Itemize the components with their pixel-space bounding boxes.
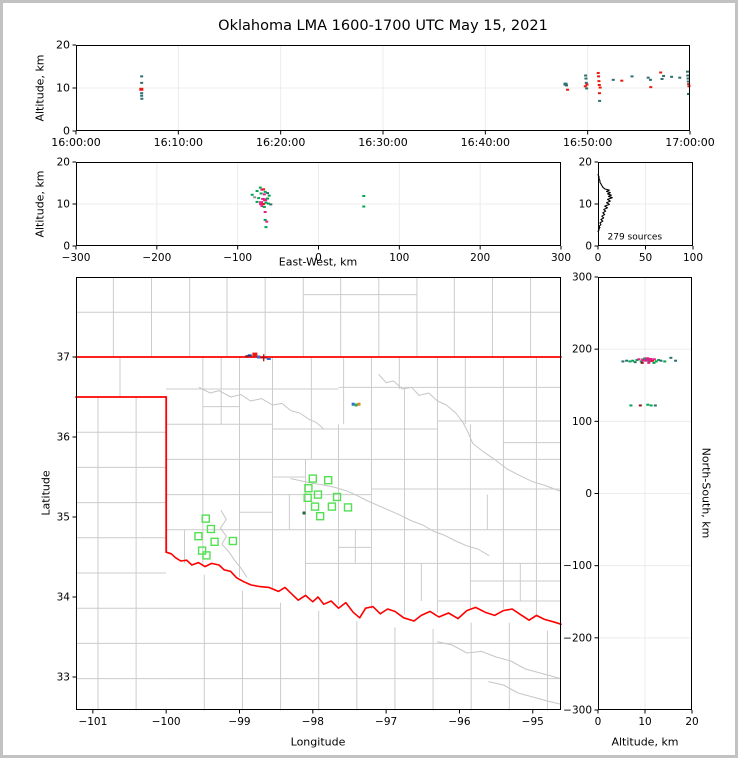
svg-text:200: 200 [572,344,592,356]
svg-text:100: 100 [683,252,703,264]
svg-text:16:10:00: 16:10:00 [154,136,203,149]
axis-label-altitude-mid: Altitude, km [33,170,47,238]
svg-text:0: 0 [63,241,70,253]
svg-text:0: 0 [63,125,70,138]
axis-label-latitude: Latitude [39,470,53,516]
svg-text:−300: −300 [563,705,592,717]
svg-text:0: 0 [585,488,592,500]
svg-text:−95: −95 [522,716,544,728]
svg-text:16:50:00: 16:50:00 [563,136,612,149]
svg-text:0: 0 [595,716,602,728]
svg-text:−100: −100 [223,252,252,264]
axis-label-north-south: North-South, km [699,447,713,539]
ew-height-panel: −300 −200 −100 0 100 200 300 0 10 20 [57,157,571,265]
svg-text:−100: −100 [152,716,181,728]
svg-text:10: 10 [579,199,592,211]
axis-label-longitude: Longitude [290,735,346,749]
svg-text:0: 0 [595,252,602,264]
svg-text:0: 0 [315,252,322,264]
svg-text:16:20:00: 16:20:00 [256,136,305,149]
svg-text:−300: −300 [62,252,91,264]
svg-text:0: 0 [585,241,592,253]
svg-text:−96: −96 [448,716,470,728]
svg-text:10: 10 [638,716,651,728]
svg-text:100: 100 [389,252,409,264]
svg-text:20: 20 [57,157,70,169]
time-height-panel: 16:00:00 16:10:00 16:20:00 16:30:00 16:40:00… [51,39,714,150]
svg-text:10: 10 [56,82,70,95]
svg-text:300: 300 [572,272,592,284]
svg-text:−100: −100 [563,560,592,572]
svg-text:300: 300 [551,252,571,264]
svg-text:17:00:00: 17:00:00 [665,136,714,149]
svg-text:16:00:00: 16:00:00 [51,136,100,149]
svg-text:−200: −200 [142,252,171,264]
svg-text:−200: −200 [563,632,592,644]
hist-panel: 0 50 100 0 10 20 279 sources [579,157,703,265]
axis-label-altitude-top: Altitude, km [33,54,47,122]
svg-text:33: 33 [57,672,70,684]
page-title: Oklahoma LMA 1600-1700 UTC May 15, 2021 [218,18,548,34]
ns-height-panel: 0 10 20 300 200 100 0 −100 −200 −300 [563,272,699,729]
svg-text:34: 34 [57,592,71,604]
svg-text:10: 10 [57,199,70,211]
source-count-annotation: 279 sources [608,232,663,242]
svg-text:16:40:00: 16:40:00 [461,136,510,149]
svg-text:20: 20 [685,716,698,728]
svg-text:35: 35 [57,512,70,524]
axis-label-altitude-bottom: Altitude, km [611,735,679,749]
axis-label-east-west: East-West, km [278,255,358,269]
svg-text:200: 200 [470,252,490,264]
svg-text:−97: −97 [375,716,397,728]
svg-text:20: 20 [56,39,70,52]
svg-text:37: 37 [57,352,70,364]
svg-text:100: 100 [572,416,592,428]
svg-text:−99: −99 [228,716,250,728]
svg-text:−101: −101 [78,716,107,728]
svg-text:16:30:00: 16:30:00 [358,136,407,149]
map-panel: −101 −100 −99 −98 −97 −96 −95 33 34 35 36 37 [57,277,562,728]
svg-text:50: 50 [639,252,652,264]
svg-text:36: 36 [57,432,71,444]
svg-text:−98: −98 [302,716,324,728]
svg-text:20: 20 [579,157,592,169]
